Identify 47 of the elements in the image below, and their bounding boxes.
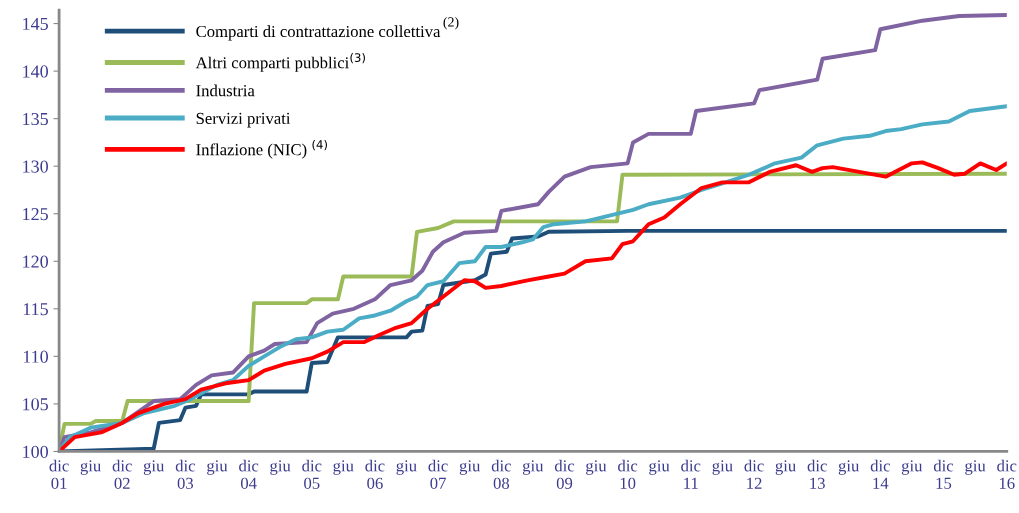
x-tick-label: dic 09 xyxy=(554,459,575,489)
legend-label: Industria xyxy=(196,84,255,97)
y-tick-label: 120 xyxy=(23,255,48,268)
y-tick-label: 105 xyxy=(23,398,48,411)
x-tick-label: dic 13 xyxy=(807,459,827,489)
x-tick-label: giu xyxy=(459,460,481,475)
x-tick-label: dic 15 xyxy=(933,459,954,489)
y-tick-label: 115 xyxy=(23,303,48,316)
y-tick-label: 130 xyxy=(23,160,48,173)
x-tick-label: giu xyxy=(396,460,417,475)
legend-label: Altri comparti pubblici$^{(3)}$ xyxy=(195,52,365,72)
x-tick-label: dic 04 xyxy=(239,459,259,489)
x-tick-label: giu xyxy=(712,460,733,475)
x-tick-label: giu xyxy=(586,460,607,475)
legend-label: Inflazione (NIC) $^{(4)}$ xyxy=(196,139,327,159)
x-tick-label: dic 05 xyxy=(302,459,322,489)
x-tick-label: giu xyxy=(965,460,986,475)
x-tick-label: dic 10 xyxy=(618,459,638,489)
y-tick-label: 125 xyxy=(23,208,48,221)
y-tick-label: 140 xyxy=(23,65,48,78)
y-tick-label: 145 xyxy=(23,17,48,31)
y-tick-label: 135 xyxy=(23,112,48,126)
legend-label: Servizi privati xyxy=(196,112,291,128)
x-tick-label: dic 16 xyxy=(997,459,1017,489)
y-tick-label: 110 xyxy=(23,350,48,363)
x-tick-label: dic 07 xyxy=(428,459,448,489)
annotation: (2) xyxy=(443,16,459,30)
x-tick-label: dic 11 xyxy=(681,459,701,489)
x-tick-label: dic 14 xyxy=(870,459,890,489)
x-tick-label: giu xyxy=(333,460,354,475)
x-tick-label: dic 01 xyxy=(49,459,69,489)
x-tick-label: giu xyxy=(522,460,544,475)
x-tick-label: giu xyxy=(649,460,670,475)
x-tick-label: giu xyxy=(838,460,860,475)
x-tick-label: dic 02 xyxy=(112,459,132,489)
y-tick-label: 100 xyxy=(23,445,48,458)
x-tick-label: dic 08 xyxy=(491,459,512,489)
x-tick-label: dic 12 xyxy=(744,459,764,489)
x-tick-label: dic 06 xyxy=(365,459,385,489)
x-tick-label: giu xyxy=(270,460,291,475)
x-tick-label: giu xyxy=(775,460,796,475)
legend-label: Comparti di contrattazione collettiva xyxy=(196,25,441,41)
x-tick-label: dic 03 xyxy=(175,459,196,489)
x-tick-label: giu xyxy=(207,460,228,475)
x-tick-label: giu xyxy=(80,460,101,475)
x-tick-label: giu xyxy=(143,460,165,475)
x-tick-label: giu xyxy=(901,460,923,475)
